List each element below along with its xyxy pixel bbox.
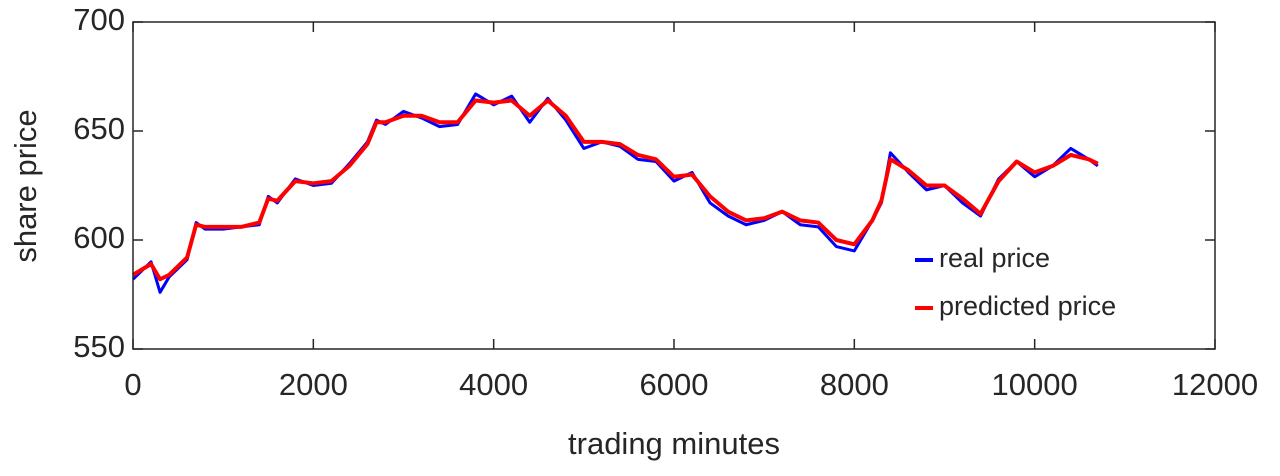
x-tick-label: 4000 xyxy=(459,367,528,402)
y-tick-label: 600 xyxy=(73,220,125,255)
y-tick-label: 650 xyxy=(73,111,125,146)
y-axis-label: share price xyxy=(8,109,43,262)
x-tick-label: 2000 xyxy=(279,367,348,402)
x-tick-label: 12000 xyxy=(1172,367,1258,402)
y-tick-label: 700 xyxy=(73,2,125,37)
x-tick-label: 10000 xyxy=(992,367,1078,402)
plot-frame xyxy=(132,21,1216,350)
y-tick-label: 550 xyxy=(73,329,125,364)
x-tick-label: 0 xyxy=(124,367,141,402)
x-tick-label: 6000 xyxy=(640,367,709,402)
legend: real price predicted price xyxy=(915,243,1116,321)
x-axis-label: trading minutes xyxy=(568,426,780,461)
legend-label: real price xyxy=(939,243,1050,273)
series-line xyxy=(131,98,1099,282)
x-tick-label: 8000 xyxy=(820,367,889,402)
legend-label: predicted price xyxy=(939,291,1116,321)
